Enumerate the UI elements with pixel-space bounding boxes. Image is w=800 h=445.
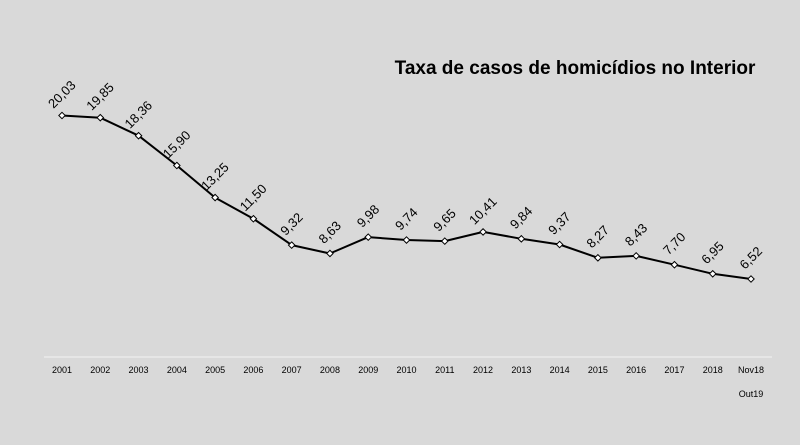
x-tick-labels-group: 2001 2002 2003 2004 2005 2006 2007 2008 2009 2010… xyxy=(52,365,764,399)
data-point-marker xyxy=(747,275,755,283)
x-tick-label: Nov18 Out19 xyxy=(738,365,764,399)
data-point-marker xyxy=(670,260,679,269)
data-point-marker xyxy=(326,249,334,258)
x-tick-label: 2010 xyxy=(396,365,416,375)
x-tick-label: 2015 xyxy=(588,365,608,375)
x-tick-label: 2008 xyxy=(320,365,340,375)
data-point-marker xyxy=(249,214,258,223)
data-point-marker xyxy=(287,241,296,250)
x-tick-label: 2013 xyxy=(511,365,531,375)
data-point-marker xyxy=(517,234,526,243)
data-point-marker xyxy=(632,251,641,260)
x-tick-label: 2001 xyxy=(52,365,72,375)
data-point-marker xyxy=(402,236,411,244)
x-tick-label: 2007 xyxy=(282,365,302,375)
markers-group xyxy=(58,111,755,283)
data-point-marker xyxy=(134,131,143,140)
data-point-marker xyxy=(96,113,105,122)
data-point-marker xyxy=(479,228,487,236)
x-tick-label: 2012 xyxy=(473,365,493,375)
x-tick-label: 2011 xyxy=(435,365,454,375)
x-tick-label: 2017 xyxy=(664,365,684,375)
data-point-marker xyxy=(364,233,373,242)
x-tick-label: 2006 xyxy=(243,365,263,375)
x-tick-label: 2016 xyxy=(626,365,646,375)
x-tick-label: 2018 xyxy=(703,365,723,375)
data-point-marker xyxy=(593,253,602,262)
x-tick-label: 2009 xyxy=(358,365,378,375)
data-point-marker xyxy=(708,269,717,278)
x-tick-label: 2005 xyxy=(205,365,225,375)
data-point-marker xyxy=(555,240,564,249)
data-point-marker xyxy=(58,111,66,120)
data-point-marker xyxy=(440,237,449,246)
data-point-marker xyxy=(211,193,220,202)
x-tick-label: 2003 xyxy=(129,365,149,375)
chart-title: Taxa de casos de homicídios no Interior xyxy=(395,58,756,79)
x-tick-label: 2004 xyxy=(167,365,187,375)
x-tick-label: 2014 xyxy=(550,365,570,375)
data-point-marker xyxy=(172,161,181,170)
x-tick-label: 2002 xyxy=(90,365,110,375)
